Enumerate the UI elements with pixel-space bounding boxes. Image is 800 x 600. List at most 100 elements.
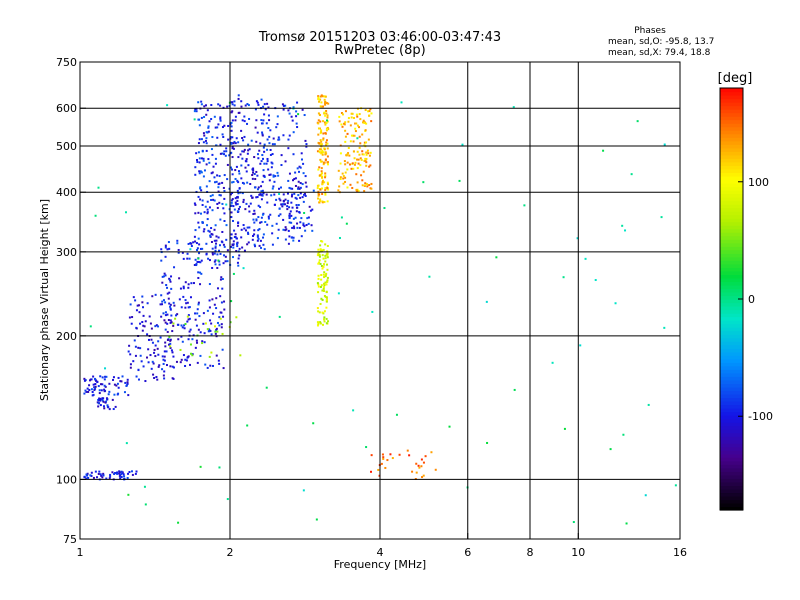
data-point (156, 378, 159, 381)
data-point (212, 364, 215, 367)
data-point (316, 282, 319, 285)
data-point (219, 119, 222, 122)
colorbar-segment (720, 429, 743, 434)
data-point (320, 265, 323, 268)
colorbar-segment (720, 302, 743, 307)
data-point (302, 223, 305, 226)
data-point (345, 222, 348, 225)
data-point (318, 166, 321, 169)
y-tick-label: 750 (56, 56, 77, 69)
data-point (308, 205, 311, 208)
data-point (272, 174, 275, 177)
data-point (321, 311, 324, 314)
data-point (266, 148, 269, 151)
data-point (316, 307, 319, 310)
data-point (240, 228, 243, 231)
data-point (198, 172, 201, 175)
data-point (246, 103, 249, 106)
data-point (298, 165, 301, 168)
data-point (285, 228, 288, 231)
data-point (223, 212, 226, 215)
data-point (251, 196, 254, 199)
data-point (103, 388, 106, 391)
data-point (176, 242, 179, 245)
data-point (256, 174, 259, 177)
data-point (263, 162, 266, 165)
data-point (219, 311, 222, 314)
data-point (214, 249, 217, 252)
data-point (320, 240, 323, 243)
data-point (243, 227, 246, 230)
data-point (162, 312, 165, 315)
data-point (278, 193, 281, 196)
data-point (284, 238, 287, 241)
data-point (184, 322, 187, 325)
data-point (367, 138, 370, 141)
data-point (196, 361, 199, 364)
data-point (321, 182, 324, 185)
data-point (216, 330, 219, 333)
data-point (105, 375, 108, 378)
data-point (148, 315, 151, 318)
data-point (341, 125, 344, 128)
data-point (368, 184, 371, 187)
data-point (324, 151, 327, 154)
data-point (142, 306, 145, 309)
data-point (134, 354, 137, 357)
data-point (215, 239, 218, 242)
data-point (247, 241, 250, 244)
data-point (636, 120, 639, 123)
colorbar-segment (720, 306, 743, 311)
data-point (219, 317, 222, 320)
data-point (271, 187, 274, 190)
data-point (127, 394, 130, 397)
data-point (186, 252, 189, 255)
data-point (323, 148, 326, 151)
data-point (369, 108, 372, 111)
data-point (317, 133, 320, 136)
data-point (217, 190, 220, 193)
data-point (238, 205, 241, 208)
data-point (368, 154, 371, 157)
data-point (204, 363, 207, 366)
data-point (292, 225, 295, 228)
data-point (261, 213, 264, 216)
data-point (276, 237, 279, 240)
data-point (157, 365, 160, 368)
data-point (161, 281, 164, 284)
data-point (211, 153, 214, 156)
data-point (116, 472, 119, 475)
data-point (117, 386, 120, 389)
data-point (195, 324, 198, 327)
data-point (205, 142, 208, 145)
data-point (198, 226, 201, 229)
colorbar-segment (720, 467, 743, 472)
data-point (485, 300, 488, 303)
data-point (146, 302, 149, 305)
data-point (323, 201, 326, 204)
data-point (325, 112, 328, 115)
data-point (215, 328, 218, 331)
data-point (295, 206, 298, 209)
data-point (370, 470, 373, 473)
data-point (270, 161, 273, 164)
data-point (292, 179, 295, 182)
data-point (326, 147, 329, 150)
colorbar-segment (720, 137, 743, 142)
colorbar-segment (720, 422, 743, 427)
data-point (324, 254, 327, 257)
data-point (196, 260, 199, 263)
colorbar-segment (720, 200, 743, 205)
data-point (277, 214, 280, 217)
data-point (395, 413, 398, 416)
data-point (94, 470, 97, 473)
data-point (220, 276, 223, 279)
data-point (191, 338, 194, 341)
data-point (101, 398, 104, 401)
data-point (180, 306, 183, 309)
data-point (105, 400, 108, 403)
data-point (116, 393, 119, 396)
data-point (352, 409, 355, 412)
colorbar-segment (720, 161, 743, 166)
colorbar-segment (720, 288, 743, 293)
